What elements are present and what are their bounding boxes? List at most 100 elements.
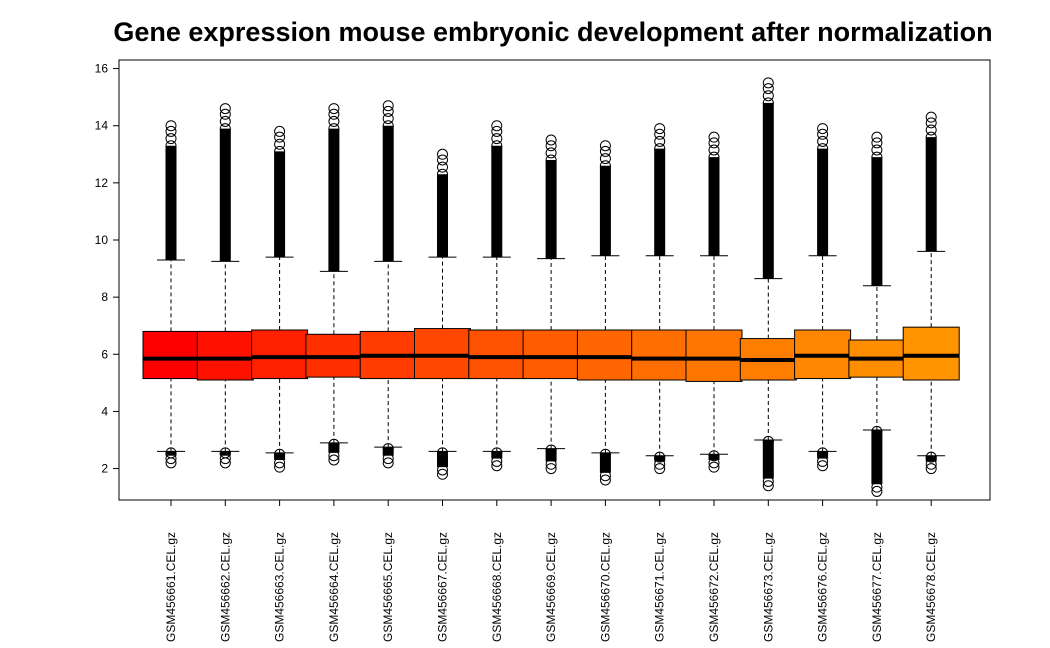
outlier-point bbox=[274, 448, 286, 460]
outlier-point bbox=[437, 168, 448, 180]
x-tick-label: GSM456677.CEL.gz bbox=[870, 532, 884, 642]
outlier-point bbox=[437, 447, 448, 459]
y-tick-label: 4 bbox=[101, 404, 108, 418]
outlier-point bbox=[871, 131, 883, 143]
x-tick-label: GSM456661.CEL.gz bbox=[164, 532, 178, 642]
outlier-point bbox=[762, 90, 774, 102]
box-group bbox=[142, 120, 200, 469]
box-iqr bbox=[631, 329, 689, 381]
outlier-point bbox=[219, 123, 231, 135]
outlier-point bbox=[654, 123, 666, 135]
outlier-point bbox=[654, 458, 666, 470]
x-tick-label: GSM456676.CEL.gz bbox=[816, 532, 830, 642]
outlier-point bbox=[599, 160, 611, 172]
outlier-point bbox=[219, 447, 231, 459]
outlier-point bbox=[762, 435, 774, 447]
outlier-point bbox=[925, 117, 937, 129]
outlier-point bbox=[654, 463, 666, 475]
outlier-point bbox=[599, 140, 611, 152]
outlier-point bbox=[817, 455, 829, 467]
box-iqr bbox=[468, 329, 526, 380]
y-tick-label: 14 bbox=[95, 119, 109, 133]
outlier-point bbox=[545, 458, 557, 470]
outlier-point bbox=[654, 143, 666, 155]
outlier-point bbox=[925, 111, 937, 123]
box-group bbox=[196, 103, 254, 469]
outlier-point bbox=[437, 161, 448, 173]
outlier-point bbox=[328, 103, 340, 115]
box-group bbox=[359, 100, 417, 469]
outlier-point bbox=[274, 461, 286, 473]
box-group bbox=[305, 103, 363, 466]
outlier-point bbox=[599, 145, 611, 157]
outlier-point bbox=[382, 443, 394, 455]
outlier-point bbox=[925, 131, 937, 143]
y-tick-label: 16 bbox=[95, 62, 109, 76]
outlier-point bbox=[165, 133, 177, 145]
outlier-point bbox=[762, 83, 774, 95]
outlier-point bbox=[871, 151, 883, 163]
outlier-point bbox=[274, 145, 286, 157]
outlier-point bbox=[491, 460, 503, 472]
outlier-point bbox=[165, 120, 177, 132]
box-iqr bbox=[685, 329, 743, 382]
outlier-point bbox=[545, 463, 557, 475]
outlier-point bbox=[817, 460, 829, 472]
box-iqr bbox=[142, 330, 200, 380]
outlier-point bbox=[382, 113, 394, 125]
x-axis-labels: GSM456661.CEL.gz GSM456662.CEL.gz GSM45666… bbox=[164, 500, 938, 642]
outlier-point bbox=[762, 480, 774, 492]
outlier-point bbox=[762, 97, 774, 109]
outlier-point bbox=[328, 454, 340, 466]
box-group bbox=[251, 125, 309, 473]
outlier-point bbox=[328, 450, 340, 462]
plot-frame bbox=[118, 59, 991, 501]
outlier-point bbox=[545, 140, 557, 152]
outlier-point bbox=[762, 475, 774, 487]
outlier-point bbox=[382, 120, 394, 132]
box-series bbox=[142, 77, 960, 497]
y-tick-label: 12 bbox=[95, 176, 109, 190]
outlier-point bbox=[708, 137, 720, 149]
outlier-point bbox=[491, 140, 503, 152]
outlier-point bbox=[871, 481, 883, 493]
outlier-point bbox=[165, 140, 177, 152]
outlier-point bbox=[925, 451, 937, 463]
x-tick-label: GSM456671.CEL.gz bbox=[653, 532, 667, 642]
outlier-point bbox=[328, 108, 340, 120]
outlier-point bbox=[654, 128, 666, 140]
outlier-point bbox=[708, 151, 720, 163]
x-tick-label: GSM456667.CEL.gz bbox=[436, 532, 450, 642]
outlier-point bbox=[654, 451, 666, 463]
box-group bbox=[685, 131, 743, 473]
box-iqr bbox=[522, 329, 580, 380]
x-tick-label: GSM456662.CEL.gz bbox=[218, 532, 232, 642]
outlier-point bbox=[871, 144, 883, 156]
x-tick-label: GSM456665.CEL.gz bbox=[381, 532, 395, 642]
outlier-point bbox=[599, 470, 611, 482]
outlier-point bbox=[491, 455, 503, 467]
outlier-point bbox=[165, 125, 177, 137]
outlier-point bbox=[165, 457, 177, 469]
outlier-point bbox=[274, 131, 286, 143]
x-tick-label: GSM456672.CEL.gz bbox=[707, 532, 721, 642]
outlier-point bbox=[437, 464, 448, 476]
y-tick-label: 2 bbox=[101, 462, 108, 476]
outlier-point bbox=[491, 120, 503, 132]
outlier-point bbox=[219, 457, 231, 469]
outlier-point bbox=[871, 137, 883, 149]
x-tick-label: GSM456670.CEL.gz bbox=[598, 532, 612, 642]
outlier-point bbox=[871, 485, 883, 497]
box-group bbox=[739, 77, 797, 492]
box-group bbox=[902, 111, 960, 475]
x-tick-label: GSM456668.CEL.gz bbox=[490, 532, 504, 642]
outlier-point bbox=[708, 457, 720, 469]
outlier-point bbox=[219, 115, 231, 127]
x-tick-label: GSM456664.CEL.gz bbox=[327, 532, 341, 642]
outlier-point bbox=[817, 128, 829, 140]
box-group bbox=[794, 123, 852, 472]
outlier-point bbox=[328, 123, 340, 135]
outlier-point bbox=[491, 133, 503, 145]
outlier-point bbox=[654, 135, 666, 147]
outlier-point bbox=[219, 453, 231, 465]
